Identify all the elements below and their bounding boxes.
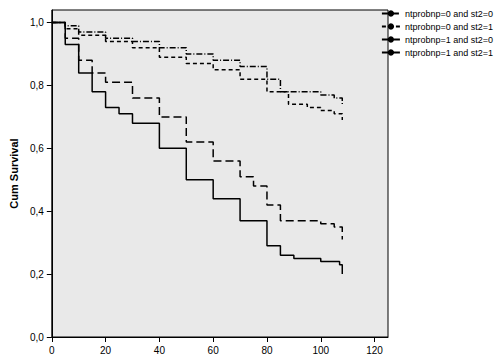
svg-text:60: 60: [208, 345, 220, 356]
svg-text:40: 40: [154, 345, 166, 356]
svg-text:100: 100: [312, 345, 329, 356]
svg-text:ntprobnp=1 and st2=1: ntprobnp=1 and st2=1: [405, 48, 493, 58]
svg-text:0,0: 0,0: [30, 332, 44, 343]
svg-text:0,6: 0,6: [30, 143, 44, 154]
svg-text:ntprobnp=0 and st2=0: ntprobnp=0 and st2=0: [405, 9, 493, 19]
svg-text:Cum Survival: Cum Survival: [8, 138, 20, 208]
svg-text:0,2: 0,2: [30, 269, 44, 280]
svg-text:0: 0: [49, 345, 55, 356]
svg-text:ntprobnp=1 and st2=0: ntprobnp=1 and st2=0: [405, 35, 493, 45]
svg-text:ntprobnp=0 and st2=1: ntprobnp=0 and st2=1: [405, 22, 493, 32]
svg-text:120: 120: [366, 345, 383, 356]
svg-text:1,0: 1,0: [30, 17, 44, 28]
svg-text:20: 20: [100, 345, 112, 356]
svg-text:0,4: 0,4: [30, 206, 44, 217]
svg-text:0,8: 0,8: [30, 80, 44, 91]
svg-text:80: 80: [261, 345, 273, 356]
